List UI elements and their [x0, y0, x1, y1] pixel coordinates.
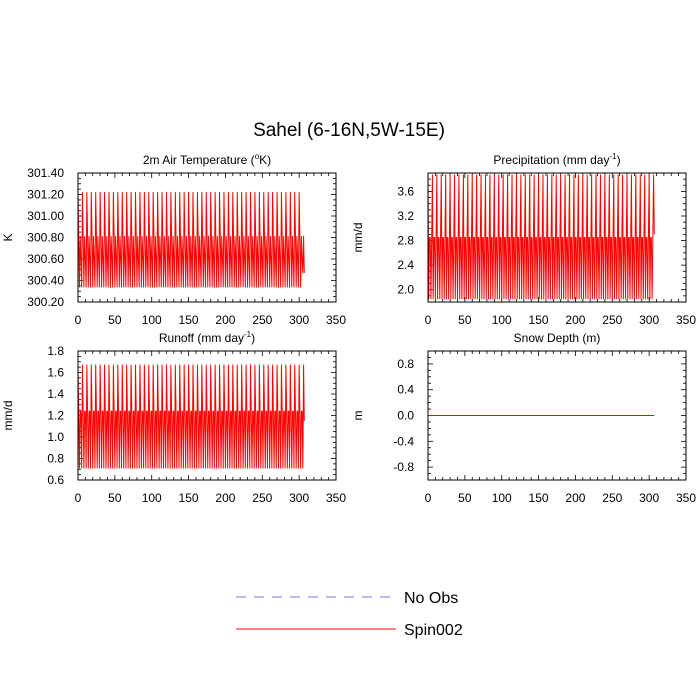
y-tick-label: 1.2 — [47, 409, 64, 423]
x-tick-label: 0 — [425, 491, 432, 505]
x-tick-label: 300 — [639, 313, 659, 327]
y-tick-label: 301.00 — [27, 209, 64, 223]
x-tick-label: 300 — [289, 313, 309, 327]
x-tick-label: 250 — [252, 491, 272, 505]
y-tick-label: 0.6 — [47, 473, 64, 487]
panel-1: 2m Air Temperature (oK) K 0 50 100 150 200 250 3… — [1, 152, 346, 327]
legend-label-1: No Obs — [404, 590, 458, 607]
series-line — [428, 174, 655, 300]
x-tick-label: 100 — [492, 313, 512, 327]
x-tick-label: 0 — [425, 313, 432, 327]
x-tick-label: 100 — [142, 313, 162, 327]
x-tick-label: 250 — [602, 313, 622, 327]
panels: 2m Air Temperature (oK) K 0 50 100 150 200 250 3… — [1, 152, 696, 505]
y-tick-label: 0.4 — [397, 383, 414, 397]
x-tick-label: 200 — [565, 313, 585, 327]
x-tick-label: 100 — [142, 491, 162, 505]
y-tick-label: 0.8 — [397, 357, 414, 371]
y-tick-label: -0.8 — [393, 460, 414, 474]
y-tick-label: 300.60 — [27, 252, 64, 266]
y-tick-label: 300.20 — [27, 295, 64, 309]
series-line — [78, 191, 305, 288]
y-tick-label: 300.40 — [27, 274, 64, 288]
panel-title: 2m Air Temperature (oK) — [143, 152, 271, 167]
plot-frame — [77, 172, 337, 303]
panel-title-superscript: -1 — [609, 152, 617, 161]
x-tick-label: 250 — [602, 491, 622, 505]
x-tick-label: 0 — [75, 491, 82, 505]
panel-title-superscript: -1 — [244, 330, 252, 339]
y-axis-label: mm/d — [351, 223, 365, 253]
x-tick-label: 50 — [108, 491, 122, 505]
y-tick-label: 301.20 — [27, 188, 64, 202]
x-tick-label: 200 — [215, 491, 235, 505]
x-tick-label: 250 — [252, 313, 272, 327]
y-tick-label: 3.2 — [397, 209, 414, 223]
y-tick-label: 3.6 — [397, 184, 414, 198]
panel-3: Runoff (mm day-1) mm/d 0 50 100 150 200 250 300 3… — [1, 330, 346, 505]
x-tick-label: 300 — [639, 491, 659, 505]
plot-frame — [427, 172, 687, 303]
y-tick-label: 2.0 — [397, 283, 414, 297]
x-tick-label: 200 — [215, 313, 235, 327]
x-tick-label: 350 — [676, 313, 696, 327]
x-tick-label: 300 — [289, 491, 309, 505]
y-tick-label: 1.0 — [47, 430, 64, 444]
y-tick-label: 1.6 — [47, 366, 64, 380]
y-axis-label: K — [1, 233, 15, 241]
y-tick-label: 0.0 — [397, 409, 414, 423]
plot-frame — [77, 350, 337, 481]
x-tick-label: 150 — [179, 491, 199, 505]
figure-title: Sahel (6-16N,5W-15E) — [253, 120, 445, 141]
panel-title: Precipitation (mm day-1) — [493, 152, 620, 167]
x-tick-label: 150 — [179, 313, 199, 327]
x-tick-label: 50 — [108, 313, 122, 327]
panel-title: Snow Depth (m) — [514, 331, 601, 345]
legend-label-2: Spin002 — [404, 622, 463, 639]
x-tick-label: 350 — [676, 491, 696, 505]
panel-title-superscript: o — [255, 152, 260, 161]
series-line — [78, 364, 305, 469]
x-tick-label: 50 — [458, 313, 472, 327]
y-tick-label: 2.8 — [397, 234, 414, 248]
x-tick-label: 150 — [529, 491, 549, 505]
y-axis-label: mm/d — [1, 401, 15, 431]
plot-frame — [427, 350, 687, 481]
y-tick-label: 2.4 — [397, 258, 414, 272]
panel-title: Runoff (mm day-1) — [159, 330, 255, 345]
x-tick-label: 150 — [529, 313, 549, 327]
y-tick-label: 1.4 — [47, 387, 64, 401]
x-tick-label: 0 — [75, 313, 82, 327]
x-tick-label: 100 — [492, 491, 512, 505]
y-tick-label: 301.40 — [27, 166, 64, 180]
y-tick-label: 0.8 — [47, 452, 64, 466]
x-tick-label: 350 — [326, 491, 346, 505]
y-tick-label: 1.8 — [47, 344, 64, 358]
x-tick-label: 50 — [458, 491, 472, 505]
legend: No Obs Spin002 — [236, 590, 463, 639]
y-tick-label: 300.80 — [27, 231, 64, 245]
y-tick-label: -0.4 — [393, 434, 414, 448]
panel-2: Precipitation (mm day-1) mm/d 0 50 100 150 200… — [351, 152, 696, 327]
y-axis-label: m — [351, 411, 365, 421]
x-tick-label: 350 — [326, 313, 346, 327]
panel-4: Snow Depth (m) m 0 50 100 150 200 250 300 350 -0.8… — [351, 331, 696, 505]
x-tick-label: 200 — [565, 491, 585, 505]
